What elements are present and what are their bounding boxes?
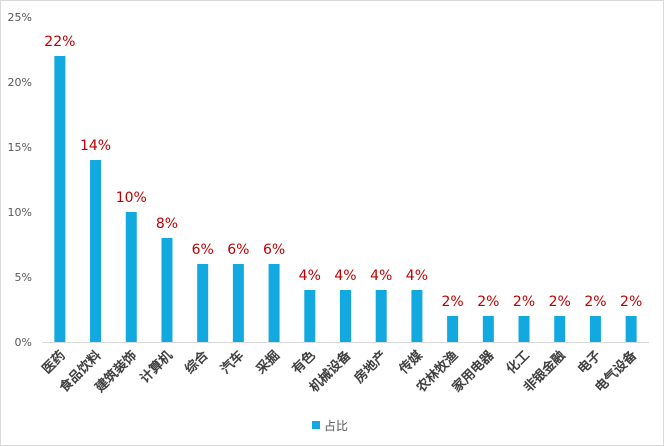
category-label: 化工 — [503, 348, 533, 378]
bar — [161, 238, 173, 342]
bar — [54, 56, 66, 342]
y-axis: 0% 5% 10% 15% 20% 25% — [8, 11, 32, 349]
category-label: 计算机 — [137, 348, 176, 387]
category-label: 医药 — [39, 348, 69, 378]
data-label: 6% — [263, 242, 285, 258]
category-label: 传媒 — [395, 347, 426, 378]
data-label: 2% — [513, 294, 535, 310]
bar — [125, 212, 137, 342]
category-label: 电子 — [575, 348, 605, 378]
data-label: 2% — [549, 294, 571, 310]
legend-swatch — [312, 421, 320, 429]
y-tick-label: 10% — [8, 206, 32, 219]
data-label: 2% — [584, 294, 606, 310]
data-label: 4% — [406, 268, 428, 284]
data-label: 8% — [156, 216, 178, 232]
category-label: 采掘 — [253, 348, 283, 378]
category-label: 综合 — [182, 347, 212, 377]
category-label: 汽车 — [218, 348, 248, 378]
data-label: 10% — [116, 190, 147, 206]
legend: 占比 — [312, 418, 348, 433]
bars — [54, 56, 637, 342]
data-label: 4% — [370, 268, 392, 284]
bar — [482, 316, 494, 342]
bar — [90, 160, 102, 342]
bar — [518, 316, 530, 342]
bar — [554, 316, 566, 342]
category-label: 有色 — [289, 348, 319, 378]
legend-label: 占比 — [324, 418, 348, 433]
bar — [340, 290, 351, 342]
y-tick-label: 25% — [8, 11, 32, 24]
y-tick-label: 0% — [15, 336, 32, 349]
bar — [197, 264, 209, 342]
bar — [268, 264, 280, 342]
data-label: 22% — [44, 34, 75, 50]
bar — [589, 316, 601, 342]
y-tick-label: 5% — [15, 271, 32, 284]
y-tick-label: 20% — [8, 76, 32, 89]
data-label: 2% — [620, 294, 642, 310]
bar — [447, 316, 459, 342]
bar — [304, 290, 316, 342]
data-labels: 22% 14% 10% 8% 6% 6% 6% 4% 4% 4% 4% 2% 2% 2% 2% 2% 2% — [44, 34, 642, 310]
bar — [375, 290, 387, 342]
data-label: 4% — [334, 268, 356, 284]
bar — [232, 264, 244, 342]
data-label: 14% — [80, 138, 111, 154]
data-label: 2% — [442, 294, 464, 310]
bar — [411, 290, 423, 342]
y-tick-label: 15% — [8, 141, 32, 154]
bar — [625, 316, 637, 342]
data-label: 2% — [477, 294, 499, 310]
data-label: 4% — [299, 268, 321, 284]
category-label: 房地产 — [351, 348, 390, 387]
data-label: 6% — [192, 242, 214, 258]
data-label: 6% — [227, 242, 249, 258]
